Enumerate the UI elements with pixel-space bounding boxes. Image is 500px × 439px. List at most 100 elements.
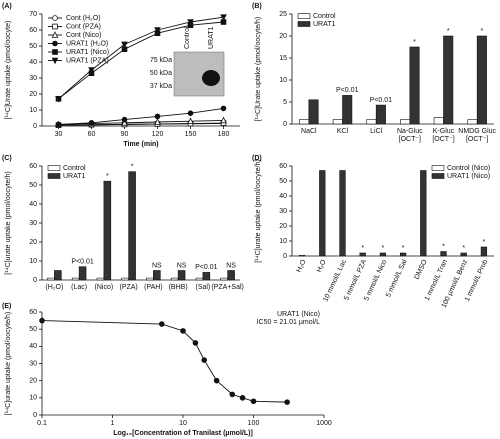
y-tick-label: 0 bbox=[283, 121, 287, 128]
marker bbox=[201, 357, 208, 363]
y-tick-label: 40 bbox=[29, 343, 37, 350]
marker bbox=[192, 340, 199, 346]
y-tick-label: 50 bbox=[29, 182, 37, 189]
bar bbox=[71, 277, 80, 281]
x-tick-label: NMDG Gluc bbox=[458, 128, 496, 135]
marker bbox=[154, 113, 161, 120]
marker bbox=[239, 395, 246, 401]
bar bbox=[47, 277, 55, 281]
x-tick-label: 1 bbox=[111, 420, 115, 427]
legend-label: Control (Nico) bbox=[447, 165, 490, 172]
inset-lane-label: URAT1 bbox=[208, 26, 215, 49]
y-axis-label: [¹⁴C]Urate uptake (pmol/oocyte/h) bbox=[255, 17, 262, 122]
x-tick-label: 1000 bbox=[316, 420, 332, 427]
x-tick-label: (PZA) bbox=[119, 284, 137, 291]
annotation: * bbox=[462, 245, 465, 252]
bar bbox=[227, 270, 235, 281]
legend-swatch bbox=[431, 165, 445, 171]
annotation: * bbox=[483, 239, 486, 246]
y-tick-label: 60 bbox=[279, 163, 287, 170]
y-tick-label: 40 bbox=[279, 193, 287, 200]
x-tick-label: (PAH) bbox=[144, 284, 163, 291]
y-tick-label: 10 bbox=[29, 258, 37, 265]
bar bbox=[375, 104, 386, 125]
panel-label: (E) bbox=[2, 303, 11, 310]
axis bbox=[41, 312, 324, 416]
bar bbox=[128, 171, 136, 281]
legend-swatch bbox=[47, 165, 61, 171]
bar bbox=[440, 251, 447, 257]
bar bbox=[170, 277, 179, 281]
x-axis-label: Time (min) bbox=[123, 141, 158, 148]
bar bbox=[379, 252, 387, 257]
bar bbox=[54, 270, 62, 281]
x-tick-label: NaCl bbox=[301, 128, 317, 135]
x-tick-label: LiCl bbox=[370, 128, 383, 135]
annotation: P<0.01 bbox=[336, 87, 358, 94]
y-tick-label: 10 bbox=[279, 77, 287, 84]
annotation: * bbox=[447, 28, 450, 35]
annotation: * bbox=[402, 245, 405, 252]
annotation: P<0.01 bbox=[195, 264, 217, 271]
marker bbox=[220, 105, 227, 112]
legend-label: Cont (H₂O) bbox=[66, 15, 101, 22]
series-label: URAT1 (Nico) bbox=[277, 311, 320, 318]
legend-marker bbox=[51, 57, 59, 65]
bar bbox=[195, 277, 204, 281]
y-tick-label: 0 bbox=[33, 123, 37, 130]
bar bbox=[153, 270, 161, 281]
bar bbox=[366, 119, 377, 125]
x-tick-label: 100 bbox=[248, 420, 260, 427]
y-tick-label: 30 bbox=[279, 208, 287, 215]
x-tick-label: 10 bbox=[179, 420, 187, 427]
x-tick-label: 90 bbox=[121, 131, 129, 138]
x-tick-label: 150 bbox=[185, 131, 197, 138]
bar bbox=[332, 119, 343, 125]
annotation: NS bbox=[152, 262, 162, 269]
panel-label: (C) bbox=[2, 155, 12, 162]
x-tick-label: DMSO bbox=[414, 258, 429, 280]
legend-label: URAT1 (H₂O) bbox=[66, 40, 108, 47]
y-axis-label: [¹⁴C]urate uptake (pmol/oocyte/h) bbox=[5, 312, 12, 415]
bar bbox=[78, 266, 87, 281]
legend-swatch bbox=[431, 173, 445, 179]
series-line bbox=[58, 119, 224, 125]
inset-size-label: 37 kDa bbox=[150, 83, 172, 90]
marker bbox=[55, 96, 62, 103]
y-tick-label: 70 bbox=[29, 11, 37, 18]
bar bbox=[220, 277, 228, 281]
legend-label: Cont (PZA) bbox=[66, 23, 101, 30]
inset-band bbox=[202, 70, 220, 86]
bar bbox=[96, 277, 105, 281]
x-tick-label: 0.1 bbox=[37, 420, 47, 427]
marker bbox=[220, 116, 227, 124]
y-tick-label: 20 bbox=[29, 239, 37, 246]
series-line bbox=[58, 122, 224, 126]
y-axis-label: [¹⁴C]Urate uptake (pmol/oocyte) bbox=[5, 21, 12, 120]
x-tick-label: [OCT⁻] bbox=[399, 136, 421, 143]
marker bbox=[284, 399, 290, 405]
annotation: NS bbox=[177, 262, 187, 269]
marker bbox=[154, 27, 161, 34]
series-line bbox=[58, 16, 224, 100]
bar bbox=[409, 46, 420, 125]
bar bbox=[400, 119, 411, 125]
annotation: P<0.01 bbox=[370, 97, 392, 104]
x-tick-label: [OCT⁻] bbox=[432, 136, 454, 143]
marker bbox=[88, 120, 95, 126]
panel-label: (D) bbox=[252, 155, 262, 162]
bar bbox=[443, 35, 454, 125]
marker bbox=[154, 118, 161, 125]
x-tick-label: (PZA+Sal) bbox=[211, 284, 243, 291]
legend-label: URAT1 bbox=[313, 21, 336, 28]
series-line bbox=[58, 107, 224, 125]
y-tick-label: 30 bbox=[29, 75, 37, 82]
y-tick-label: 5 bbox=[283, 99, 287, 106]
x-tick-label: (Sal) bbox=[195, 284, 210, 291]
series-line bbox=[41, 320, 288, 403]
x-axis-label: Log₁₀[Concentration of Tranilast (µmol/L… bbox=[113, 430, 253, 437]
y-tick-label: 40 bbox=[29, 59, 37, 66]
bar bbox=[460, 252, 467, 257]
y-tick-label: 20 bbox=[279, 223, 287, 230]
marker bbox=[88, 67, 95, 74]
